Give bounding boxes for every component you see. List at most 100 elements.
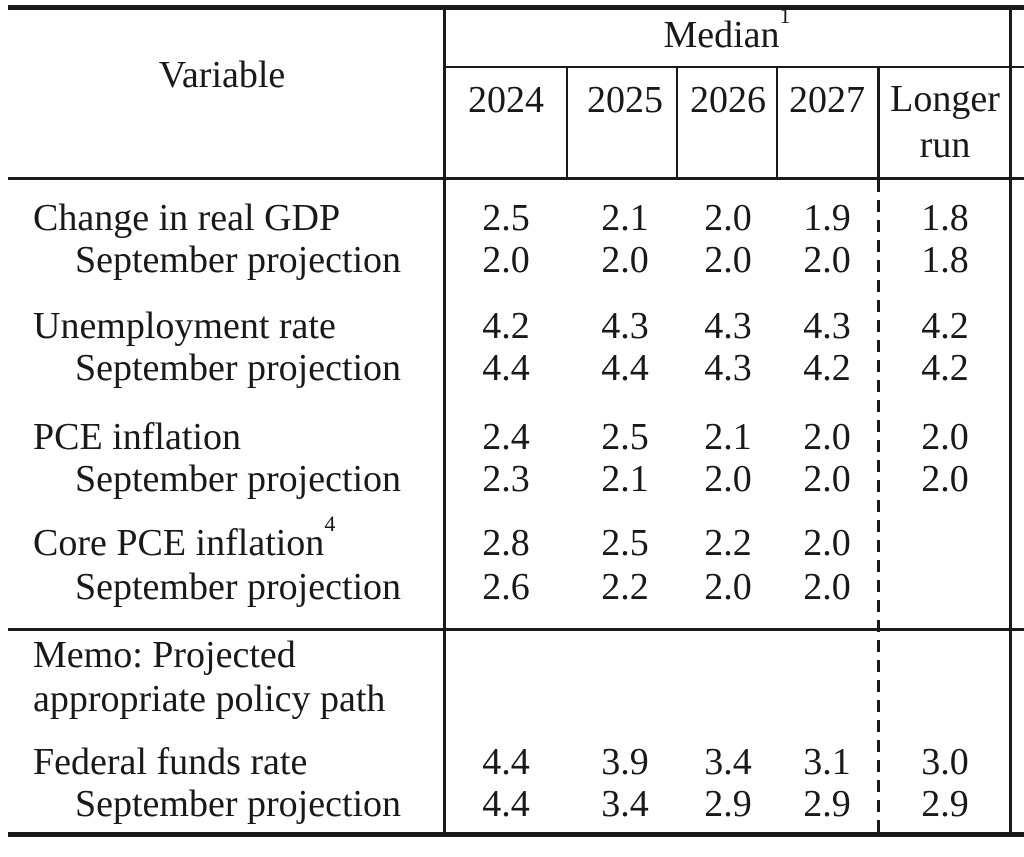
row-label-text: Federal funds rate [33, 741, 308, 783]
column-header-2026: 2026 [690, 79, 766, 121]
row-label-text: September projection [75, 566, 402, 608]
memo-line-2: appropriate policy path [0, 677, 1024, 721]
cell-longer-run: 2.0 [921, 458, 969, 500]
memo-text: appropriate policy path [33, 678, 386, 720]
row-label: Unemployment rate [33, 304, 336, 348]
cell-2024: 2.5 [482, 197, 530, 239]
variable-column-header: Variable [158, 54, 286, 96]
cell-2024: 4.4 [482, 347, 530, 389]
cell-longer-run: 1.8 [921, 239, 969, 281]
cell-2027: 1.9 [803, 197, 851, 239]
table-row-unemployment: Unemployment rate 4.2 4.3 4.3 4.3 4.2 [0, 304, 1024, 348]
table-top-border [8, 5, 1024, 10]
table-row-unemployment-september: September projection 4.4 4.4 4.3 4.2 4.2 [0, 346, 1024, 390]
memo-text: Memo: Projected [33, 634, 296, 676]
cell-2026: 2.2 [704, 522, 752, 564]
row-label: PCE inflation [33, 415, 241, 459]
cell-2026: 2.0 [704, 566, 752, 608]
cell-2026: 2.0 [704, 197, 752, 239]
cell-2026: 4.3 [704, 347, 752, 389]
cell-2025: 2.1 [601, 458, 649, 500]
header-divider-2024-2025 [566, 66, 568, 178]
cell-2027: 2.0 [803, 239, 851, 281]
cell-2026: 2.1 [704, 416, 752, 458]
median-label: Median [663, 14, 780, 56]
cell-2026: 2.0 [704, 239, 752, 281]
row-label-text: Change in real GDP [33, 197, 341, 239]
cell-2024: 2.3 [482, 458, 530, 500]
cell-2024: 2.0 [482, 239, 530, 281]
cell-2024: 2.6 [482, 566, 530, 608]
cell-2024: 2.8 [482, 522, 530, 564]
column-header-2024: 2024 [468, 79, 544, 121]
cell-2025: 2.2 [601, 566, 649, 608]
row-label: Core PCE inflation4 [33, 513, 335, 565]
median-footnote-marker: 1 [779, 3, 791, 29]
column-header-longer-run: Longer run [890, 78, 1000, 166]
cell-2027: 4.2 [803, 347, 851, 389]
cell-longer-run: 2.0 [921, 416, 969, 458]
row-label: September projection [75, 565, 401, 609]
header-divider-longer-run [877, 66, 880, 178]
cell-2025: 3.9 [601, 741, 649, 783]
cell-2025: 2.0 [601, 239, 649, 281]
cell-2027: 2.0 [803, 416, 851, 458]
table-bottom-border [8, 832, 1024, 837]
row-label-text: Core PCE inflation [33, 522, 325, 564]
row-label: September projection [75, 457, 401, 501]
table-row-core-pce: Core PCE inflation4 2.8 2.5 2.2 2.0 [0, 513, 1024, 565]
cell-2024: 4.2 [482, 305, 530, 347]
cell-2027: 2.0 [803, 458, 851, 500]
cell-2025: 2.5 [601, 522, 649, 564]
column-header-2025: 2025 [587, 79, 663, 121]
cell-2025: 3.4 [601, 783, 649, 825]
core-pce-footnote-marker: 4 [324, 511, 336, 537]
cell-2027: 2.0 [803, 566, 851, 608]
row-label: Change in real GDP [33, 196, 340, 240]
cell-longer-run: 2.9 [921, 783, 969, 825]
dashed-longer-run-divider [877, 180, 880, 832]
cell-2026: 3.4 [704, 741, 752, 783]
median-underline [443, 66, 1024, 68]
cell-longer-run: 3.0 [921, 741, 969, 783]
cell-2026: 2.9 [704, 783, 752, 825]
cell-2024: 2.4 [482, 416, 530, 458]
table-row-ffr-september: September projection 4.4 3.4 2.9 2.9 2.9 [0, 782, 1024, 826]
cell-2027: 3.1 [803, 741, 851, 783]
row-label: September projection [75, 238, 401, 282]
cell-longer-run: 4.2 [921, 347, 969, 389]
cell-2025: 4.3 [601, 305, 649, 347]
row-label-text: Unemployment rate [33, 305, 336, 347]
table-row-gdp: Change in real GDP 2.5 2.1 2.0 1.9 1.8 [0, 196, 1024, 240]
table-row-pce-inflation: PCE inflation 2.4 2.5 2.1 2.0 2.0 [0, 415, 1024, 459]
cell-longer-run: 4.2 [921, 305, 969, 347]
cell-2025: 2.5 [601, 416, 649, 458]
median-spanner-header: Median1 [444, 5, 1010, 57]
table-row-federal-funds-rate: Federal funds rate 4.4 3.9 3.4 3.1 3.0 [0, 740, 1024, 784]
cell-2025: 2.1 [601, 197, 649, 239]
table-row-gdp-september: September projection 2.0 2.0 2.0 2.0 1.8 [0, 238, 1024, 282]
row-label: Federal funds rate [33, 740, 307, 784]
table-row-pce-september: September projection 2.3 2.1 2.0 2.0 2.0 [0, 457, 1024, 501]
header-divider-2026-2027 [776, 66, 778, 178]
header-divider-2025-2026 [676, 66, 678, 178]
cell-2027: 4.3 [803, 305, 851, 347]
cell-2026: 4.3 [704, 305, 752, 347]
cell-2024: 4.4 [482, 783, 530, 825]
row-label-text: September projection [75, 783, 402, 825]
row-label-text: September projection [75, 347, 402, 389]
row-label-text: September projection [75, 458, 402, 500]
cell-2027: 2.9 [803, 783, 851, 825]
longer-run-right-divider [1009, 5, 1012, 837]
row-label: September projection [75, 346, 401, 390]
cell-2026: 2.0 [704, 458, 752, 500]
row-label: September projection [75, 782, 401, 826]
variable-column-divider [443, 5, 446, 837]
memo-line-1: Memo: Projected [0, 633, 1024, 677]
table-row-core-pce-september: September projection 2.6 2.2 2.0 2.0 [0, 565, 1024, 609]
cell-2024: 4.4 [482, 741, 530, 783]
memo-section-rule [8, 628, 1024, 631]
cell-2025: 4.4 [601, 347, 649, 389]
cell-longer-run: 1.8 [921, 197, 969, 239]
header-bottom-rule [8, 177, 1024, 180]
